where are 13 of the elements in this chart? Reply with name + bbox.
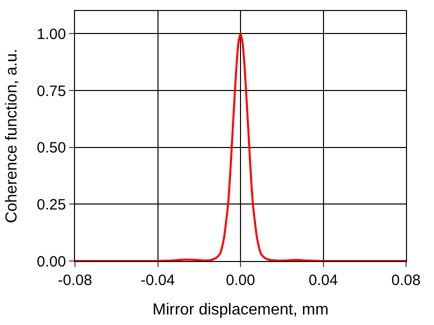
x-tick-label: 0.04 [308,272,338,289]
line-series [75,32,406,261]
y-tick-label: 0.50 [36,140,66,157]
y-tick-label: 0.25 [36,196,66,214]
x-tick-label: 0.08 [391,272,421,289]
y-tick-label: 0.00 [36,253,66,270]
x-tick-label: -0.08 [58,272,92,289]
x-tick-label: -0.04 [140,272,175,289]
y-tick-label: 1.00 [36,26,66,43]
y-tick-label: 0.75 [36,82,66,100]
x-tick-label: 0.00 [226,272,256,289]
x-axis-title: Mirror displacement, mm [152,302,329,319]
y-axis-title: Coherence function, a.u. [4,48,21,224]
